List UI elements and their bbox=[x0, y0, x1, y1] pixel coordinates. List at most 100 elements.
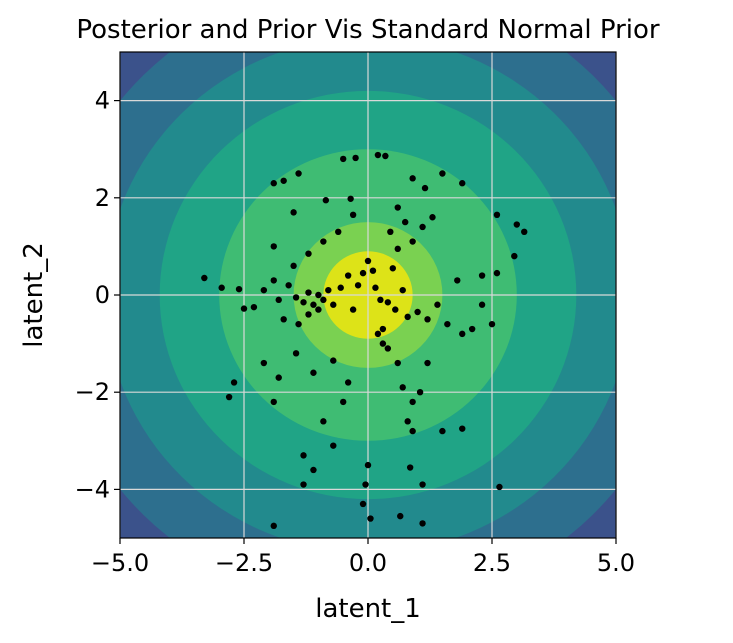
y-tick-label: −2 bbox=[75, 378, 110, 406]
x-tick-label: −2.5 bbox=[215, 549, 273, 577]
data-point bbox=[270, 398, 277, 406]
data-point bbox=[459, 425, 466, 432]
data-point bbox=[300, 299, 307, 306]
data-point bbox=[335, 228, 342, 236]
data-point bbox=[387, 228, 394, 236]
data-point bbox=[344, 379, 352, 386]
data-point bbox=[349, 211, 357, 219]
data-point bbox=[315, 291, 322, 299]
data-point bbox=[364, 257, 372, 265]
data-point bbox=[280, 316, 287, 323]
data-point bbox=[330, 301, 337, 308]
data-point bbox=[459, 330, 466, 338]
data-point bbox=[201, 274, 208, 282]
data-point bbox=[250, 303, 258, 311]
data-point bbox=[493, 211, 501, 219]
chart-title: Posterior and Prior Vis Standard Normal … bbox=[76, 15, 660, 45]
data-point bbox=[429, 214, 436, 221]
data-point bbox=[421, 184, 429, 192]
data-point bbox=[439, 170, 446, 177]
data-point bbox=[369, 267, 377, 274]
data-point bbox=[414, 308, 421, 316]
data-point bbox=[389, 265, 396, 272]
data-point bbox=[424, 359, 431, 367]
posterior-points bbox=[201, 151, 528, 530]
data-point bbox=[402, 218, 409, 226]
data-point bbox=[367, 515, 374, 522]
data-point bbox=[292, 350, 300, 357]
data-point bbox=[409, 238, 416, 245]
data-point bbox=[406, 464, 414, 471]
data-point bbox=[419, 481, 426, 488]
data-point bbox=[404, 418, 411, 425]
data-point bbox=[374, 330, 382, 338]
data-point bbox=[359, 500, 367, 508]
data-point bbox=[290, 262, 297, 270]
data-point bbox=[409, 175, 416, 182]
x-tick-label: 0.0 bbox=[349, 549, 387, 577]
data-point bbox=[382, 152, 389, 160]
data-point bbox=[337, 284, 344, 291]
data-point bbox=[218, 284, 225, 291]
data-point bbox=[399, 384, 406, 391]
data-point bbox=[280, 177, 287, 184]
data-point bbox=[384, 299, 392, 306]
data-point bbox=[310, 301, 317, 308]
data-point bbox=[295, 320, 302, 328]
data-point bbox=[454, 277, 461, 284]
data-point bbox=[300, 481, 307, 488]
data-point bbox=[416, 389, 424, 396]
data-point bbox=[344, 272, 352, 279]
data-point bbox=[260, 286, 268, 294]
data-point bbox=[340, 398, 347, 406]
x-tick-label: 5.0 bbox=[597, 549, 635, 577]
data-point bbox=[305, 250, 312, 257]
data-point bbox=[322, 197, 330, 204]
data-point bbox=[340, 155, 347, 163]
data-point bbox=[305, 311, 312, 318]
y-tick-label: 4 bbox=[95, 87, 110, 115]
data-point bbox=[285, 282, 292, 289]
y-tick-label: 2 bbox=[95, 184, 110, 212]
data-point bbox=[364, 461, 372, 469]
data-point bbox=[305, 289, 312, 296]
x-axis-label: latent_1 bbox=[315, 594, 421, 624]
data-point bbox=[300, 452, 307, 459]
data-point bbox=[377, 296, 384, 304]
data-point bbox=[439, 427, 446, 435]
data-point bbox=[394, 245, 401, 253]
data-point bbox=[379, 340, 387, 347]
data-point bbox=[394, 359, 401, 367]
data-point bbox=[290, 209, 297, 216]
data-point bbox=[354, 282, 362, 289]
data-point bbox=[478, 301, 486, 308]
data-point bbox=[379, 325, 387, 333]
data-point bbox=[459, 180, 466, 187]
data-point bbox=[513, 221, 520, 228]
data-point bbox=[444, 320, 451, 328]
data-point bbox=[347, 195, 354, 202]
data-point bbox=[315, 306, 322, 313]
data-point bbox=[275, 296, 282, 304]
data-point bbox=[424, 316, 431, 323]
data-point bbox=[270, 277, 277, 284]
data-point bbox=[320, 238, 327, 245]
y-tick-label: 0 bbox=[95, 281, 110, 309]
data-point bbox=[352, 154, 359, 162]
data-point bbox=[468, 325, 476, 333]
data-point bbox=[292, 294, 300, 301]
data-point bbox=[409, 398, 416, 406]
y-axis-label: latent_2 bbox=[19, 242, 49, 348]
data-point bbox=[240, 305, 248, 312]
data-point bbox=[270, 522, 277, 530]
data-point bbox=[399, 286, 406, 294]
data-point bbox=[397, 512, 404, 520]
grid-lines bbox=[120, 52, 616, 538]
data-point bbox=[374, 151, 382, 159]
x-axis-ticks: −5.0 −2.5 0.0 2.5 5.0 bbox=[91, 538, 635, 577]
data-point bbox=[419, 223, 426, 231]
data-point bbox=[372, 284, 379, 291]
data-point bbox=[394, 204, 401, 211]
data-point bbox=[409, 427, 416, 435]
